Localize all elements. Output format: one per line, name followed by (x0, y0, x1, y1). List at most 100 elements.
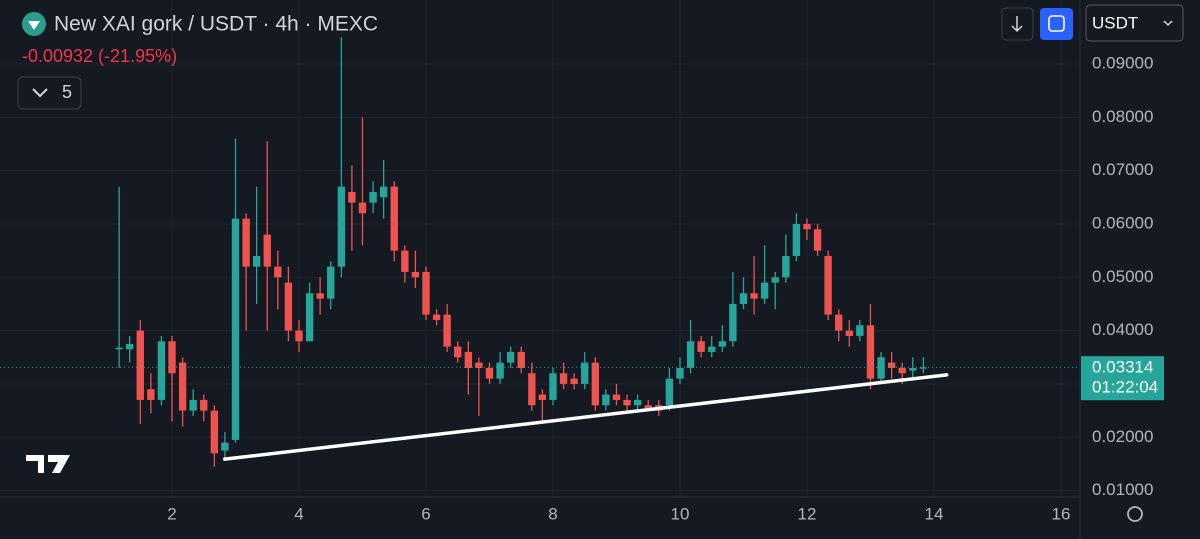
y-tick-label: 0.07000 (1092, 160, 1153, 179)
candle-body (792, 223, 801, 256)
x-tick-label: 16 (1051, 504, 1070, 523)
x-tick-label: 12 (798, 504, 817, 523)
candle-body (602, 394, 610, 406)
candle-body (856, 325, 864, 336)
candle-body (803, 223, 811, 230)
candle-body (760, 282, 769, 299)
candle-body (623, 399, 631, 406)
candle-body (390, 186, 398, 251)
chevron (32, 88, 48, 98)
chevron (1163, 20, 1173, 27)
candle-body (697, 341, 705, 352)
y-tick-label: 0.06000 (1092, 213, 1153, 232)
candle-body (422, 271, 430, 315)
candle-body (771, 277, 779, 283)
candle-body (813, 229, 822, 251)
y-tick-label: 0.08000 (1092, 107, 1153, 126)
price-change: -0.00932 (-21.95%) (22, 46, 177, 66)
candle-body (782, 255, 790, 278)
candle-body (475, 362, 483, 368)
candle-body (443, 314, 451, 347)
candle-body (824, 255, 832, 315)
candle-body (316, 293, 324, 299)
candle-body (729, 303, 737, 342)
candle-body (633, 399, 642, 406)
candle-body (115, 347, 123, 350)
candle-body (411, 271, 420, 278)
candle-body (210, 410, 219, 454)
tv-logo (26, 455, 70, 473)
candle-body (454, 346, 462, 358)
indicator-toggle[interactable] (17, 76, 82, 110)
candle-body (348, 191, 356, 203)
candle-body (221, 442, 229, 451)
candle-body (909, 367, 917, 371)
candle-body (200, 399, 208, 411)
candle-body (295, 330, 303, 342)
candle-body (686, 341, 695, 368)
candle-body (739, 293, 748, 304)
candle-body (887, 362, 896, 368)
candle-body (242, 218, 250, 267)
candle-body (432, 314, 441, 320)
candle-body (559, 373, 568, 384)
candle-body (231, 218, 240, 440)
candle-body (496, 362, 504, 379)
candle-body (369, 191, 377, 203)
candle-body (750, 293, 758, 299)
currency-label: USDT (1092, 13, 1138, 32)
candle-body (379, 186, 388, 198)
y-tick-label: 0.05000 (1092, 267, 1153, 286)
indicator-count: 5 (62, 82, 72, 102)
candle-body (305, 293, 314, 342)
candle-body (898, 367, 906, 374)
candle-body (517, 351, 525, 368)
candle-body (485, 367, 494, 379)
x-tick-label: 6 (421, 504, 430, 523)
candle-body (538, 394, 547, 400)
candle-body (125, 343, 134, 350)
countdown: 01:22:04 (1092, 378, 1158, 397)
candle-body (581, 362, 589, 384)
candle-body (919, 367, 928, 369)
candle-body (147, 389, 155, 400)
candle-body (189, 399, 197, 411)
candle-body (676, 367, 684, 379)
candle-body (612, 394, 621, 400)
settings-icon[interactable] (1127, 506, 1143, 522)
candle-body (866, 325, 875, 379)
candle-body (877, 357, 885, 379)
exchange-icon-mark (28, 21, 40, 30)
candle-body (168, 341, 176, 374)
candle-body (644, 405, 652, 408)
candle-body (284, 282, 293, 331)
candle-body (835, 314, 843, 331)
candle-body (718, 341, 727, 347)
plot (0, 0, 1080, 497)
candle-body (506, 351, 515, 363)
currency-select[interactable] (1085, 4, 1184, 42)
y-tick-label: 0.09000 (1092, 53, 1153, 72)
candle-body (570, 378, 578, 384)
candle-body (157, 341, 166, 400)
candle-body (464, 351, 473, 368)
x-tick-label: 8 (548, 504, 557, 523)
candle-body (337, 186, 346, 267)
y-tick-label: 0.01000 (1092, 480, 1153, 499)
layout-icon (1048, 15, 1065, 32)
chart-title: New XAI gork / USDT · 4h · MEXC (54, 13, 378, 36)
layout-button[interactable] (1040, 8, 1073, 40)
candle-body (178, 362, 187, 411)
candle-body (845, 330, 854, 336)
x-tick-label: 14 (924, 504, 943, 523)
candle-body (549, 373, 557, 400)
candle-body (358, 202, 367, 214)
candle-body (708, 346, 716, 352)
candle-body (665, 378, 674, 406)
candle-body (274, 266, 282, 278)
trendline (222, 373, 949, 461)
x-tick-label: 2 (167, 504, 176, 523)
scroll-button[interactable] (1001, 7, 1034, 41)
x-tick-label: 10 (671, 504, 690, 523)
last-price-box (1081, 356, 1164, 401)
